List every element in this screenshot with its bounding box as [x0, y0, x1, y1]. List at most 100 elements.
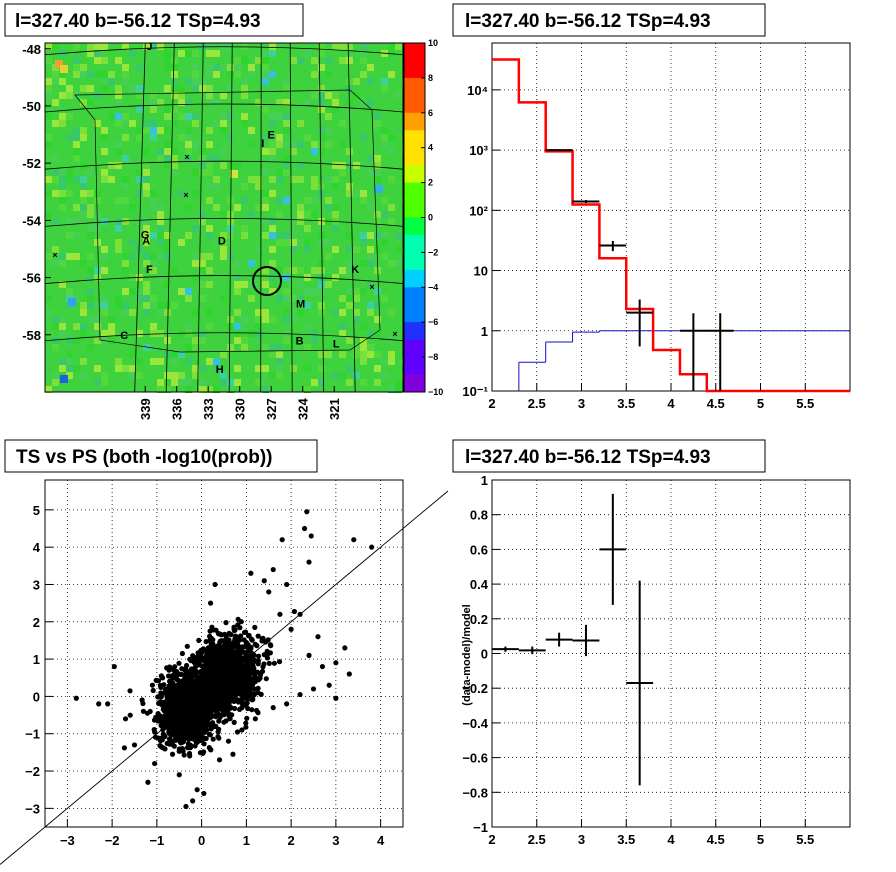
scatter-point [173, 673, 180, 679]
noise-pixel [171, 155, 178, 162]
noise-pixel [360, 43, 367, 50]
residual-frame [491, 479, 851, 828]
graticule-meridian [260, 42, 262, 393]
scatter-point [181, 693, 187, 700]
noise-pixel [206, 197, 213, 204]
noise-pixel [73, 127, 80, 134]
colorbar-segment [404, 322, 425, 341]
cross-marker: × [392, 329, 397, 339]
noise-pixel [311, 183, 318, 190]
noise-pixel [332, 225, 339, 232]
noise-pixel [171, 302, 178, 309]
noise-pixel [136, 127, 143, 134]
scatter-point [227, 716, 233, 722]
noise-pixel [136, 92, 143, 99]
noise-pixel [318, 351, 325, 358]
noise-pixel [241, 344, 248, 351]
y-tick-label: 0.2 [470, 612, 488, 627]
scatter-point [223, 690, 229, 696]
scatter-point [202, 679, 208, 685]
scatter-point [204, 658, 210, 664]
noise-pixel [101, 71, 108, 78]
noise-pixel [276, 134, 283, 141]
noise-pixel [122, 218, 129, 225]
noise-pixel [339, 351, 346, 358]
noise-pixel [115, 365, 122, 372]
noise-pixel [94, 267, 101, 274]
source-label: I [261, 138, 264, 150]
noise-pixel [318, 183, 325, 190]
colorbar-segment [404, 130, 425, 149]
noise-pixel [311, 211, 318, 218]
scatter-point [196, 637, 202, 644]
noise-pixel [129, 351, 136, 358]
noise-pixel [304, 344, 311, 351]
noise-pixel [213, 365, 220, 372]
noise-pixel [115, 57, 122, 64]
noise-pixel [59, 260, 66, 267]
noise-pixel [346, 302, 353, 309]
noise-pixel [311, 267, 318, 274]
scatter-point [177, 698, 183, 704]
x-tick-label: 3 [578, 832, 585, 847]
noise-pixel [185, 204, 192, 211]
noise-pixel [87, 71, 94, 78]
noise-pixel [325, 176, 332, 183]
noise-pixel [290, 239, 297, 246]
scatter-point [164, 740, 170, 747]
noise-pixel [346, 379, 353, 386]
noise-pixel [297, 57, 304, 64]
noise-pixel [290, 141, 297, 148]
scatter-point [175, 733, 181, 740]
scatter-title: TS vs PS (both -log10(prob)) [16, 447, 273, 468]
scatter-point [235, 679, 241, 685]
scatter-point [249, 707, 255, 713]
colorbar-tick-label: −6 [428, 317, 438, 327]
noise-spot [230, 170, 238, 178]
noise-pixel [122, 113, 129, 120]
noise-pixel [164, 351, 171, 358]
scatter-outlier [239, 705, 245, 711]
y-tick-label: -52 [22, 156, 41, 171]
noise-pixel [45, 176, 52, 183]
scatter-point [235, 616, 241, 622]
noise-pixel [157, 239, 164, 246]
noise-pixel [297, 218, 304, 225]
noise-pixel [325, 197, 332, 204]
noise-pixel [192, 344, 199, 351]
scatter-point [216, 654, 222, 660]
noise-pixel [136, 190, 143, 197]
noise-pixel [143, 288, 150, 295]
scatter-point [158, 722, 164, 729]
scatter-point [255, 685, 261, 691]
noise-pixel [101, 330, 108, 337]
noise-pixel [213, 99, 220, 106]
y-tick-label: -54 [22, 213, 42, 228]
scatter-point [178, 683, 184, 689]
noise-pixel [332, 162, 339, 169]
noise-pixel [367, 344, 374, 351]
noise-pixel [339, 169, 346, 176]
noise-pixel [297, 176, 304, 183]
noise-pixel [94, 120, 101, 127]
source-label: L [333, 338, 340, 350]
noise-pixel [339, 309, 346, 316]
noise-pixel [381, 211, 388, 218]
scatter-point [246, 647, 252, 653]
noise-pixel [80, 64, 87, 71]
noise-pixel [185, 330, 192, 337]
scatter-outlier [304, 509, 310, 515]
noise-pixel [262, 267, 269, 274]
noise-pixel [381, 239, 388, 246]
noise-pixel [269, 225, 276, 232]
noise-pixel [199, 379, 206, 386]
noise-pixel [185, 113, 192, 120]
noise-pixel [381, 232, 388, 239]
noise-pixel [220, 232, 227, 239]
scatter-point [194, 662, 200, 668]
noise-pixel [143, 295, 150, 302]
noise-pixel [66, 337, 73, 344]
scatter-point [171, 691, 177, 697]
noise-pixel [115, 113, 122, 120]
skymap-panel: l=327.40 b=-56.12 TSp=4.93 × × × × × J IE GA D F… [4, 3, 443, 420]
